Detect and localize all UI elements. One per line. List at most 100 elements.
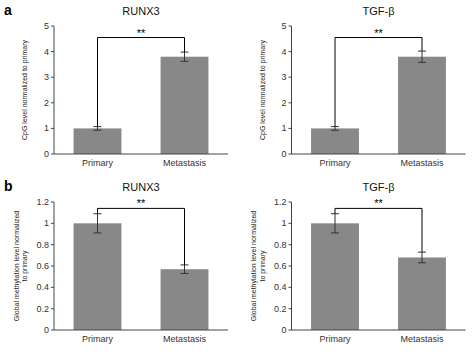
y-tick-label: 0 [44,325,49,335]
x-tick-label: Primary [320,158,351,168]
error-stem [184,52,185,61]
significance-label: ** [374,197,383,209]
x-tick-label: Primary [320,334,351,344]
y-tick [51,266,54,267]
y-tick-label: 0.8 [274,240,287,250]
x-tick-label: Metastasis [400,334,444,344]
x-tick-label: Metastasis [400,158,444,168]
figure: 0 1 2 3 4 5 Primary Metastasis CpG level normali… [0,0,475,352]
y-axis-label-line: Global methylation level normalized [13,211,21,322]
x-axis-line [292,330,466,331]
y-tick-label: 2 [281,98,286,108]
error-bar [181,265,189,274]
y-tick [289,330,292,331]
title: RUNX3 [122,181,159,193]
y-axis-label: Global methylation level normalizedto pr… [13,211,30,322]
y-tick [289,128,292,129]
error-bar [418,51,426,62]
marks [311,214,446,330]
y-tick-label: 3 [44,72,49,82]
y-axis-label: Global methylation level normalizedto pr… [250,211,267,322]
y-tick-label: 1 [44,218,49,228]
error-cap [331,130,339,131]
title: RUNX3 [122,5,159,17]
bar [161,57,209,154]
bar [398,257,446,330]
error-bar [418,252,426,263]
y-tick [289,154,292,155]
significance-bracket [335,208,422,252]
x-tick-label: Metastasis [163,158,207,168]
error-bar [331,214,339,233]
significance-bracket [98,38,185,127]
y-tick-label: 1.2 [274,197,287,207]
error-stem [335,214,336,233]
y-tick [289,308,292,309]
x-axis-line [54,154,228,155]
marks [311,51,446,154]
y-tick-label: 0.6 [36,261,49,271]
y-tick-label: 0.8 [36,240,49,250]
error-bar [94,127,102,131]
significance-bracket [98,208,185,265]
x-tick-label: Metastasis [163,334,207,344]
y-tick [51,77,54,78]
y-tick-label: 2 [44,98,49,108]
y-tick-label: 4 [281,47,286,57]
y-tick [51,51,54,52]
y-tick [51,287,54,288]
bar [311,128,359,154]
y-tick-label: 1 [44,123,49,133]
y-tick-label: 0.2 [36,304,49,314]
y-axis-label: CpG level normalized to primary [21,40,29,140]
bar [311,223,359,330]
y-axis-label-line: to primary [259,250,267,282]
title: TGF-β [363,5,395,17]
title: TGF-β [363,181,395,193]
x-tick-label: Primary [82,334,113,344]
y-tick [51,154,54,155]
y-tick [289,223,292,224]
error-cap [331,232,339,233]
y-axis-label-line: CpG level normalized to primary [259,40,267,140]
panel: 00.20.40.60.811.2PrimaryMetastasisGlobal… [4,178,228,344]
y-tick-label: 4 [44,47,49,57]
y-tick-label: 0.6 [274,261,287,271]
y-tick [51,330,54,331]
y-tick-label: 0.2 [274,304,287,314]
y-axis-label-line: CpG level normalized to primary [21,40,29,140]
error-stem [97,214,98,233]
error-cap [94,232,102,233]
error-bar [181,52,189,61]
x-axis-line [54,330,228,331]
error-cap [418,262,426,263]
bar [74,128,122,154]
y-tick [289,244,292,245]
y-tick [51,128,54,129]
y-axis-label: CpG level normalized to primary [259,40,267,140]
y-tick-label: 5 [44,21,49,31]
panel-label: b [4,178,13,194]
significance-label: ** [137,197,146,209]
y-tick-label: 3 [281,72,286,82]
bar [161,269,209,330]
error-cap [94,130,102,131]
significance-bracket [335,38,422,127]
error-bar [331,127,339,131]
y-tick [289,202,292,203]
y-tick [289,51,292,52]
y-tick-label: 0.4 [36,282,49,292]
significance-label: ** [374,27,383,39]
error-stem [422,252,423,263]
marks [74,214,209,330]
y-tick [51,26,54,27]
y-axis-label-line: Global methylation level normalized [250,211,258,322]
error-cap [181,61,189,62]
y-axis-line [54,26,55,154]
error-stem [335,127,336,131]
error-bar [94,214,102,233]
marks [74,52,209,154]
y-tick-label: 0.4 [274,282,287,292]
error-stem [97,127,98,131]
x-tick-label: Primary [82,158,113,168]
